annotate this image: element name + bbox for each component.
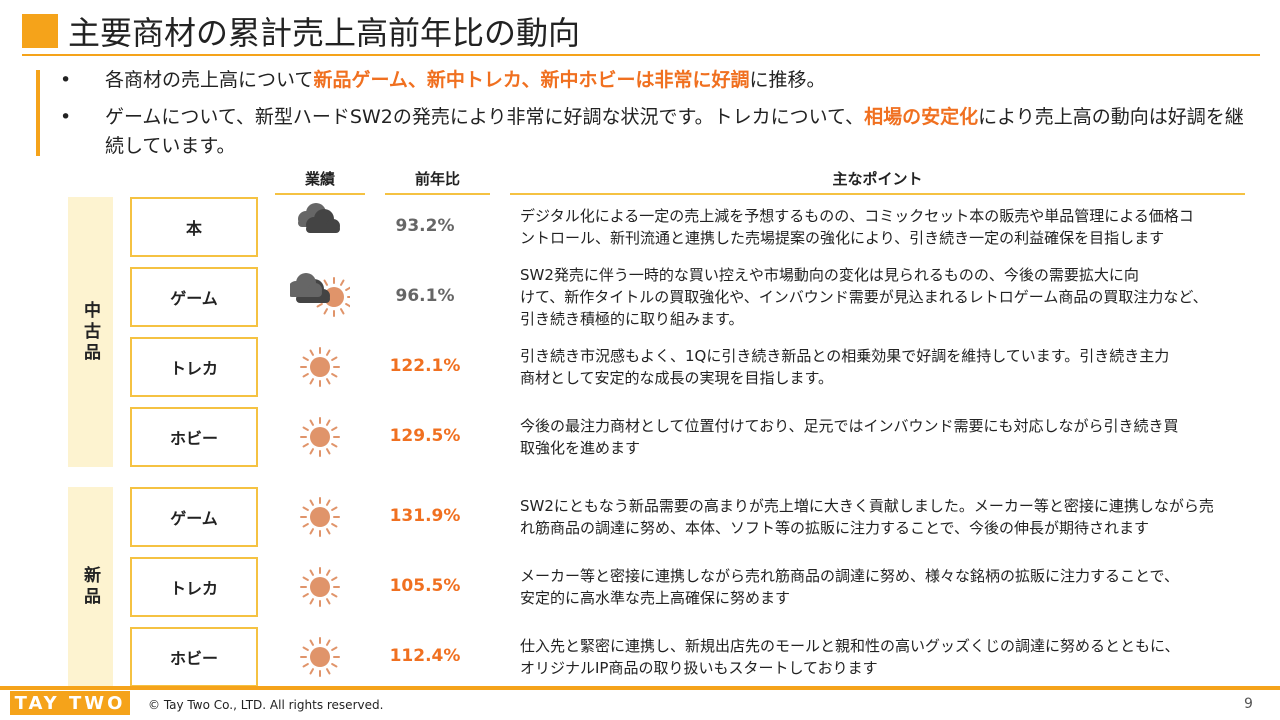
bullet: • ゲームについて、新型ハードSW2の発売により非常に好調な状況です。トレカについ… [60,103,1255,161]
column-header: 主なポイント [510,168,1245,195]
row-name: トレカ [130,337,258,397]
description-line: オリジナルIP商品の取り扱いもスタートしております [520,659,878,677]
weather-icon [290,411,350,463]
ratio: 93.2% [395,216,455,236]
weather-icon [290,631,350,683]
description-line: 引き続き積極的に取り組みます。 [520,310,744,328]
bullets: • 各商材の売上高について新品ゲーム、新中トレカ、新中ホビーは非常に好調に推移。 •… [60,66,1255,169]
description-line: れ筋商品の調達に努め、本体、ソフト等の拡販に注力することで、今後の伸長が期待され… [520,519,1149,537]
bullet: • 各商材の売上高について新品ゲーム、新中トレカ、新中ホビーは非常に好調に推移。 [60,66,1255,95]
ratio: 96.1% [395,286,455,306]
bullet-part: ゲームについて、新型ハードSW2の発売により非常に好調な状況です。トレカについて… [105,106,865,128]
description-line: SW2にともなう新品需要の高まりが売上増に大きく貢献しました。メーカー等と密接に… [520,497,1214,515]
weather-icon [290,491,350,543]
weather-svg [298,203,340,233]
description-line: SW2発売に伴う一時的な買い控えや市場動向の変化は見られるものの、今後の需要拡大… [520,266,1139,284]
description: デジタル化による一定の売上減を予想するものの、コミックセット本の販売や単品管理に… [520,205,1194,249]
weather-icon [290,341,350,393]
title-rule [22,54,1260,56]
weather-svg [288,273,354,317]
description: 今後の最注力商材として位置付けており、足元ではインバウンド需要にも対応しながら引… [520,415,1179,459]
row-name: ゲーム [130,267,258,327]
description: 引き続き市況感もよく、1Qに引き続き新品との相乗効果で好調を維持しています。引き… [520,345,1169,389]
weather-icon [288,271,354,323]
page-number: 9 [1244,696,1253,712]
description-line: 仕入先と緊密に連携し、新規出店先のモールと親和性の高いグッズくじの調達に努めると… [520,637,1180,655]
row-name: ホビー [130,407,258,467]
ratio: 131.9% [389,506,461,526]
bullet-part: 新品ゲーム、新中トレカ、新中ホビーは非常に好調 [313,69,750,91]
row-name: ホビー [130,627,258,687]
weather-icon [290,561,350,613]
description-line: 今後の最注力商材として位置付けており、足元ではインバウンド需要にも対応しながら引… [520,417,1179,435]
weather-svg [300,497,340,537]
description: SW2にともなう新品需要の高まりが売上増に大きく貢献しました。メーカー等と密接に… [520,495,1214,539]
description: SW2発売に伴う一時的な買い控えや市場動向の変化は見られるものの、今後の需要拡大… [520,264,1208,330]
bullet-part: により売上高の動向は好調を継続しています。 [105,106,1244,157]
column-header: 前年比 [385,168,490,195]
bullet-text: ゲームについて、新型ハードSW2の発売により非常に好調な状況です。トレカについて… [105,103,1255,161]
bullet-bar [36,70,40,156]
footer-rule [0,686,1280,690]
row-name: トレカ [130,557,258,617]
bullet-part: に推移。 [749,69,826,91]
row-name: ゲーム [130,487,258,547]
title-square [22,14,58,48]
description-line: 引き続き市況感もよく、1Qに引き続き新品との相乗効果で好調を維持しています。引き… [520,347,1170,365]
copyright: © Tay Two Co., LTD. All rights reserved. [148,698,384,712]
bullet-part: 各商材の売上高について [105,69,314,91]
ratio: 105.5% [389,576,461,596]
description: 仕入先と緊密に連携し、新規出店先のモールと親和性の高いグッズくじの調達に努めると… [520,635,1180,679]
ratio: 129.5% [389,426,461,446]
bullet-text: 各商材の売上高について新品ゲーム、新中トレカ、新中ホビーは非常に好調に推移。 [105,66,826,95]
description-line: 安定的に高水準な売上高確保に努めます [520,589,791,607]
weather-svg [300,347,340,387]
ratio: 112.4% [389,646,461,666]
group-label: 中古品 [68,197,113,467]
description-line: メーカー等と密接に連携しながら売れ筋商品の調達に努め、様々な銘柄の拡販に注力する… [520,567,1179,585]
bullet-dot: • [60,69,72,91]
description: メーカー等と密接に連携しながら売れ筋商品の調達に努め、様々な銘柄の拡販に注力する… [520,565,1179,609]
description-line: 商材として安定的な成長の実現を目指します。 [520,369,834,387]
description-line: 取強化を進めます [520,439,641,457]
weather-icon [290,201,350,253]
weather-svg [300,567,340,607]
description-line: ントロール、新刊流通と連携した売場提案の強化により、引き続き一定の利益確保を目指… [520,229,1165,247]
ratio: 122.1% [389,356,461,376]
column-header: 業績 [275,168,365,195]
group-label: 新品 [68,487,113,687]
bullet-part: 相場の安定化 [864,106,979,128]
description-line: けて、新作タイトルの買取強化や、インバウンド需要が見込まれるレトロゲーム商品の買… [520,288,1208,306]
description-line: デジタル化による一定の売上減を予想するものの、コミックセット本の販売や単品管理に… [520,207,1194,225]
logo: TAY TWO [10,691,130,715]
title: 主要商材の累計売上高前年比の動向 [68,14,581,52]
weather-svg [300,637,340,677]
weather-svg [300,417,340,457]
row-name: 本 [130,197,258,257]
bullet-dot: • [60,106,72,128]
